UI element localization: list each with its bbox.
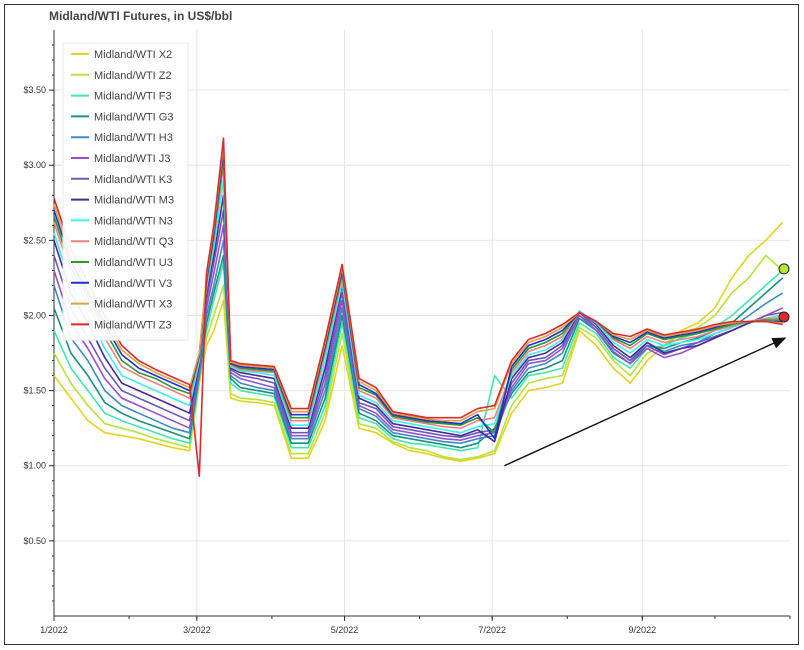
series-line-midland-wti-z3 bbox=[53, 137, 783, 478]
y-tick-label: $3.00 bbox=[23, 160, 46, 170]
x-tick-label: 7/2022 bbox=[478, 625, 506, 635]
series-line-midland-wti-n3 bbox=[53, 179, 783, 434]
legend-label: Midland/WTI H3 bbox=[94, 132, 173, 144]
legend-label: Midland/WTI G3 bbox=[94, 111, 173, 123]
y-tick-label: $1.00 bbox=[23, 461, 46, 471]
axes-layer: $0.50 $1.00 $1.50 $2.00 $2.50 $3.00 $3.50 1/202… bbox=[23, 30, 791, 635]
y-tick-label: $0.50 bbox=[23, 536, 46, 546]
x-tick-label: 9/2022 bbox=[629, 625, 657, 635]
legend-label: Midland/WTI X2 bbox=[94, 49, 172, 61]
series-line-midland-wti-f3 bbox=[53, 262, 784, 452]
legend-label: Midland/WTI Q3 bbox=[94, 236, 173, 248]
legend-label: Midland/WTI X3 bbox=[94, 299, 172, 311]
legend-label: Midland/WTI J3 bbox=[94, 153, 170, 165]
x-tick-label: 3/2022 bbox=[183, 625, 211, 635]
legend-label: Midland/WTI U3 bbox=[94, 257, 173, 269]
y-tick-label: $2.50 bbox=[23, 235, 46, 245]
x-tick-label: 1/2022 bbox=[40, 625, 68, 635]
legend-box bbox=[62, 42, 189, 341]
end-marker bbox=[778, 311, 790, 323]
series-line-midland-wti-z2 bbox=[53, 254, 784, 461]
annotation-layer bbox=[504, 263, 790, 467]
series-line-midland-wti-j3 bbox=[53, 224, 784, 442]
series-line-midland-wti-v3 bbox=[53, 149, 783, 440]
legend-label: Midland/WTI M3 bbox=[94, 195, 174, 207]
legend-label: Midland/WTI N3 bbox=[94, 215, 173, 227]
series-line-midland-wti-q3 bbox=[53, 164, 783, 430]
y-tick-label: $1.50 bbox=[23, 386, 46, 396]
series-line-midland-wti-u3 bbox=[53, 156, 783, 434]
series-line-midland-wti-x3 bbox=[53, 143, 783, 422]
legend-label: Midland/WTI K3 bbox=[94, 174, 172, 186]
series-line-midland-wti-k3 bbox=[53, 209, 783, 439]
legend-label: Midland/WTI F3 bbox=[94, 91, 172, 103]
end-marker bbox=[778, 263, 790, 275]
x-tick-label: 5/2022 bbox=[331, 625, 359, 635]
legend-label: Midland/WTI Z3 bbox=[94, 319, 172, 331]
series-line-midland-wti-m3 bbox=[53, 194, 783, 443]
legend-label: Midland/WTI Z2 bbox=[94, 70, 172, 82]
series-line-midland-wti-x2 bbox=[53, 221, 784, 463]
legend-label: Midland/WTI V3 bbox=[94, 278, 172, 290]
trend-arrow bbox=[504, 337, 787, 467]
legend: Midland/WTI X2 Midland/WTI Z2 Midland/WTI … bbox=[62, 42, 189, 341]
y-tick-label: $3.50 bbox=[23, 85, 46, 95]
series-layer bbox=[53, 137, 784, 478]
y-tick-label: $2.00 bbox=[23, 310, 46, 320]
chart-title: Midland/WTI Futures, in US$/bbl bbox=[49, 9, 233, 23]
